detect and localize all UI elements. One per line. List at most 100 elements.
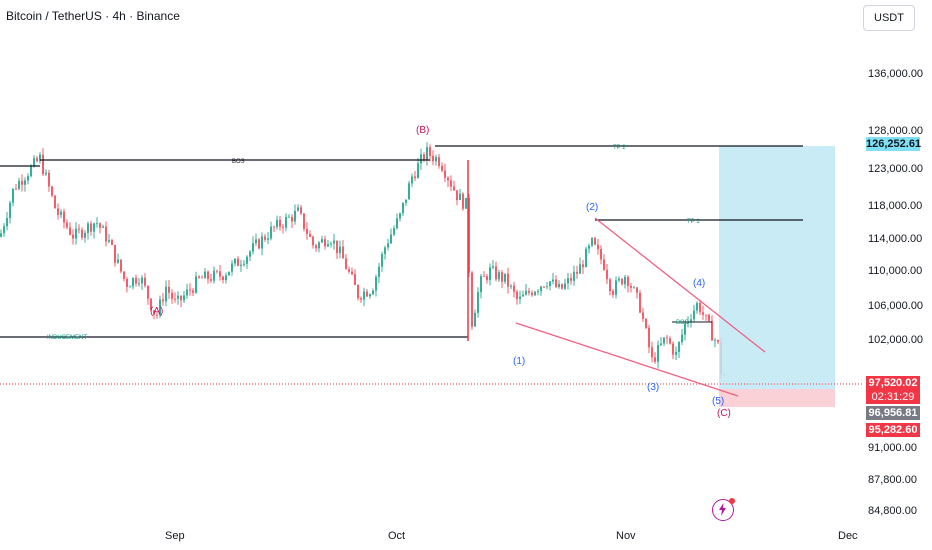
candle-body	[564, 283, 566, 289]
candle-body	[411, 176, 413, 184]
candle-body	[123, 271, 125, 279]
wedge-lower-line	[515, 322, 739, 397]
candle-body	[195, 276, 197, 293]
candle-body	[603, 259, 605, 270]
candle-body	[432, 155, 434, 162]
candle-body	[45, 172, 47, 175]
candle-body	[237, 258, 239, 266]
currency-button[interactable]: USDT	[863, 5, 915, 31]
candle-body	[435, 157, 437, 162]
target-price-tag: 126,252.61	[866, 137, 922, 151]
candle-body	[276, 219, 278, 228]
candle-body	[483, 276, 485, 277]
candle-body	[210, 279, 212, 281]
candle-body	[102, 226, 104, 228]
candle-body	[675, 351, 677, 355]
wave-label-1: (1)	[513, 356, 525, 367]
lightning-icon[interactable]	[712, 498, 735, 521]
candle-body	[477, 292, 479, 313]
candle-body	[225, 275, 227, 281]
candle-body	[18, 181, 20, 189]
candle-body	[21, 181, 23, 185]
candle-body	[666, 337, 668, 339]
candle-body	[240, 264, 242, 266]
candle-body	[381, 254, 383, 267]
candle-body	[663, 337, 665, 344]
candle-body	[558, 284, 560, 288]
candle-body	[600, 249, 602, 260]
candle-body	[309, 233, 311, 237]
candle-body	[150, 298, 152, 311]
candle-body	[168, 286, 170, 293]
candle-body	[120, 259, 122, 272]
candle-body	[405, 199, 407, 203]
candle-body	[576, 271, 578, 274]
candle-body	[312, 236, 314, 246]
wave-label-b: (B)	[416, 125, 429, 136]
candle-body	[489, 267, 491, 281]
candle-body	[708, 314, 710, 321]
candle-body	[642, 312, 644, 319]
candle-body	[690, 319, 692, 322]
candle-body	[549, 281, 551, 287]
candle-body	[639, 292, 641, 313]
candle-body	[252, 243, 254, 252]
candle-body	[318, 242, 320, 249]
candle-body	[315, 245, 317, 249]
candle-body	[531, 292, 533, 296]
candle-body	[579, 264, 581, 274]
candle-body	[189, 289, 191, 291]
candle-body	[321, 239, 323, 243]
candle-body	[75, 228, 77, 239]
candle-body	[702, 312, 704, 315]
candle-body	[183, 295, 185, 301]
candle-body	[693, 310, 695, 320]
candle-body	[24, 180, 26, 185]
price-tick: 110,000.00	[868, 265, 923, 277]
candle-body	[51, 186, 53, 196]
candle-body	[660, 343, 662, 346]
candle-body	[447, 177, 449, 181]
wave-label-3: (3)	[647, 382, 659, 393]
candle-body	[444, 170, 446, 178]
candle-body	[507, 273, 509, 287]
candle-body	[684, 323, 686, 335]
candle-body	[360, 298, 362, 300]
candle-body	[552, 279, 554, 282]
candle-body	[630, 285, 632, 288]
candle-body	[420, 154, 422, 164]
candle-body	[453, 186, 455, 191]
candle-body	[510, 285, 512, 287]
candle-body	[36, 158, 38, 162]
candle-body	[606, 269, 608, 280]
current-price-tag: 97,520.02	[866, 376, 920, 390]
candle-body	[465, 197, 467, 209]
time-tick: Sep	[165, 530, 185, 542]
candle-body	[66, 222, 68, 228]
candle-body	[423, 154, 425, 160]
wave-label-4: (4)	[693, 278, 705, 289]
candle-body	[591, 237, 593, 246]
candle-body	[471, 272, 473, 327]
stop-price-tag: 95,282.60	[866, 423, 920, 437]
candle-body	[285, 216, 287, 228]
candle-body	[696, 303, 698, 311]
candle-body	[192, 290, 194, 293]
candle-body	[345, 258, 347, 270]
price-tick: 91,000.00	[868, 442, 917, 454]
candle-body	[126, 278, 128, 287]
candle-body	[363, 291, 365, 300]
candle-body	[204, 271, 206, 279]
candle-body	[306, 228, 308, 234]
candle-body	[132, 278, 134, 287]
price-tick: 114,000.00	[868, 233, 923, 245]
mid-price-tag: 96,956.81	[866, 406, 920, 420]
candle-body	[396, 218, 398, 229]
price-tick: 128,000.00	[868, 125, 924, 137]
candle-body	[513, 285, 515, 292]
candle-body	[222, 276, 224, 281]
candle-body	[171, 292, 173, 299]
candle-body	[678, 342, 680, 352]
candle-body	[342, 246, 344, 259]
